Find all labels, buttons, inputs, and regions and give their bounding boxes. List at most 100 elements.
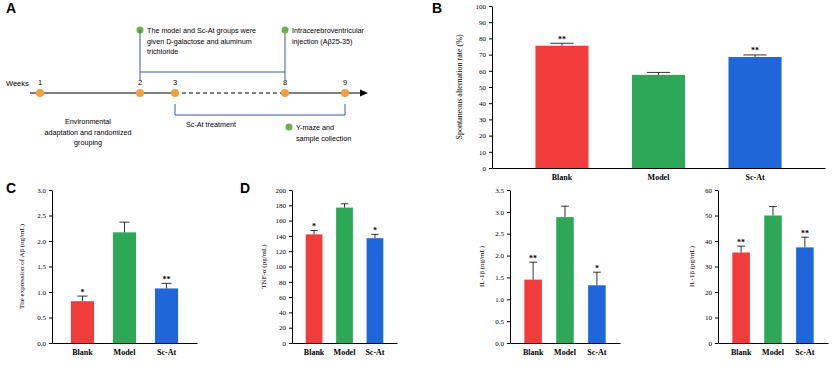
y-tick: 80 bbox=[279, 279, 292, 287]
y-tick: 2.0 bbox=[495, 252, 510, 260]
y-tick-label: 0.5 bbox=[495, 318, 504, 326]
significance: * bbox=[595, 264, 599, 273]
y-tick: 30 bbox=[479, 116, 492, 124]
timeline-text: The model and Sc-At groups were bbox=[147, 26, 256, 35]
y-tick-mark bbox=[289, 190, 292, 191]
y-tick-mark bbox=[507, 277, 510, 278]
y-tick-label: 50 bbox=[479, 84, 487, 92]
y-axis-line bbox=[52, 191, 53, 344]
y-tick-mark bbox=[489, 87, 492, 88]
x-tick: Sc-At bbox=[795, 343, 814, 357]
y-tick-label: 3.0 bbox=[495, 209, 504, 217]
y-tick: 70 bbox=[479, 51, 492, 59]
y-tick: 10 bbox=[705, 314, 718, 322]
y-tick-mark bbox=[715, 343, 718, 344]
y-tick: 0 bbox=[283, 340, 293, 348]
error-bar bbox=[593, 272, 601, 285]
x-tick-label: Sc-At bbox=[587, 348, 606, 357]
y-axis-title: TNF-α (pg/mL) bbox=[260, 244, 268, 289]
y-tick-mark bbox=[49, 292, 52, 293]
bar bbox=[524, 280, 542, 343]
y-tick: 50 bbox=[479, 84, 492, 92]
y-tick-mark bbox=[715, 292, 718, 293]
bar-chart: 0102030405060708090100BlankModelSc-At***… bbox=[455, 3, 826, 182]
panel-label: B bbox=[432, 0, 442, 16]
bar bbox=[632, 75, 685, 168]
week-dot bbox=[36, 89, 44, 97]
x-tick: Blank bbox=[304, 343, 325, 357]
y-tick-mark bbox=[715, 190, 718, 191]
y-tick-mark bbox=[49, 190, 52, 191]
timeline-text: adaptation and randomized bbox=[44, 128, 131, 137]
y-tick: 10 bbox=[479, 149, 492, 157]
y-tick-label: 1.5 bbox=[495, 274, 504, 282]
y-tick: 100 bbox=[476, 3, 493, 11]
y-tick-label: 10 bbox=[479, 149, 487, 157]
y-tick-label: 120 bbox=[276, 248, 287, 256]
timeline-text: Y-maze and bbox=[296, 123, 334, 132]
y-tick-label: 140 bbox=[276, 233, 287, 241]
y-tick-mark bbox=[49, 241, 52, 242]
y-tick-mark bbox=[49, 216, 52, 217]
error-bar bbox=[310, 231, 317, 235]
y-axis-title: Spontaneous alternation rate (%) bbox=[455, 34, 464, 139]
y-tick: 60 bbox=[279, 294, 292, 302]
y-tick-label: 0 bbox=[483, 165, 487, 173]
bar bbox=[588, 285, 606, 343]
y-tick-mark bbox=[489, 71, 492, 72]
y-tick-mark bbox=[489, 103, 492, 104]
y-tick-label: 0 bbox=[283, 340, 287, 348]
y-tick-label: 20 bbox=[279, 324, 287, 332]
x-tick-label: Blank bbox=[304, 348, 325, 357]
bar bbox=[728, 57, 781, 168]
y-axis-title: IL-1β (ng/mL) bbox=[478, 245, 486, 287]
y-tick-mark bbox=[289, 251, 292, 252]
x-axis: BlankModelSc-At bbox=[493, 168, 826, 182]
x-axis-line bbox=[53, 343, 198, 344]
y-tick-label: 10 bbox=[705, 314, 713, 322]
y-tick: 1.0 bbox=[37, 289, 52, 297]
significance: ** bbox=[751, 46, 759, 55]
y-tick: 90 bbox=[479, 19, 492, 27]
week-label: 1 bbox=[38, 78, 42, 87]
x-tick: Blank bbox=[523, 343, 544, 357]
x-tick: Blank bbox=[72, 343, 93, 357]
x-axis-line bbox=[293, 343, 398, 344]
bar bbox=[155, 288, 178, 343]
y-tick-label: 70 bbox=[479, 51, 487, 59]
y-axis-line bbox=[510, 191, 511, 344]
y-tick: 0 bbox=[709, 340, 719, 348]
y-tick-label: 60 bbox=[705, 187, 713, 195]
x-axis: BlankModelSc-At bbox=[719, 343, 829, 357]
y-tick-label: 40 bbox=[279, 309, 287, 317]
x-tick-label: Model bbox=[648, 173, 671, 182]
y-tick-mark bbox=[489, 152, 492, 153]
week-dot bbox=[136, 89, 144, 97]
error-bar bbox=[161, 283, 171, 288]
x-axis-line bbox=[493, 168, 826, 169]
timeline-text: grouping bbox=[74, 138, 102, 147]
y-axis-title: The expression of Aβ (ng/mL) bbox=[18, 223, 26, 309]
event-dot bbox=[286, 124, 293, 131]
y-tick: 50 bbox=[705, 212, 718, 220]
x-tick-label: Sc-At bbox=[157, 348, 176, 357]
bar bbox=[796, 247, 814, 343]
x-tick: Sc-At bbox=[157, 343, 176, 357]
y-tick: 140 bbox=[276, 233, 293, 241]
bar bbox=[764, 216, 782, 344]
significance: ** bbox=[801, 229, 809, 238]
x-tick: Blank bbox=[731, 343, 752, 357]
timeline-text: sample collection bbox=[296, 134, 351, 143]
y-tick-mark bbox=[49, 318, 52, 319]
y-tick-label: 1.5 bbox=[37, 263, 46, 271]
y-tick-mark bbox=[507, 343, 510, 344]
y-tick-label: 60 bbox=[279, 294, 287, 302]
bar-chart: 0102030405060BlankModelSc-At****IL-1β (p… bbox=[688, 187, 829, 357]
timeline-axis bbox=[175, 92, 285, 93]
significance: ** bbox=[163, 275, 171, 284]
y-tick-mark bbox=[507, 190, 510, 191]
y-tick-label: 20 bbox=[705, 289, 713, 297]
x-tick-label: Sc-At bbox=[365, 348, 384, 357]
y-tick: 2.5 bbox=[37, 212, 52, 220]
y-tick-label: 0.0 bbox=[495, 340, 504, 348]
